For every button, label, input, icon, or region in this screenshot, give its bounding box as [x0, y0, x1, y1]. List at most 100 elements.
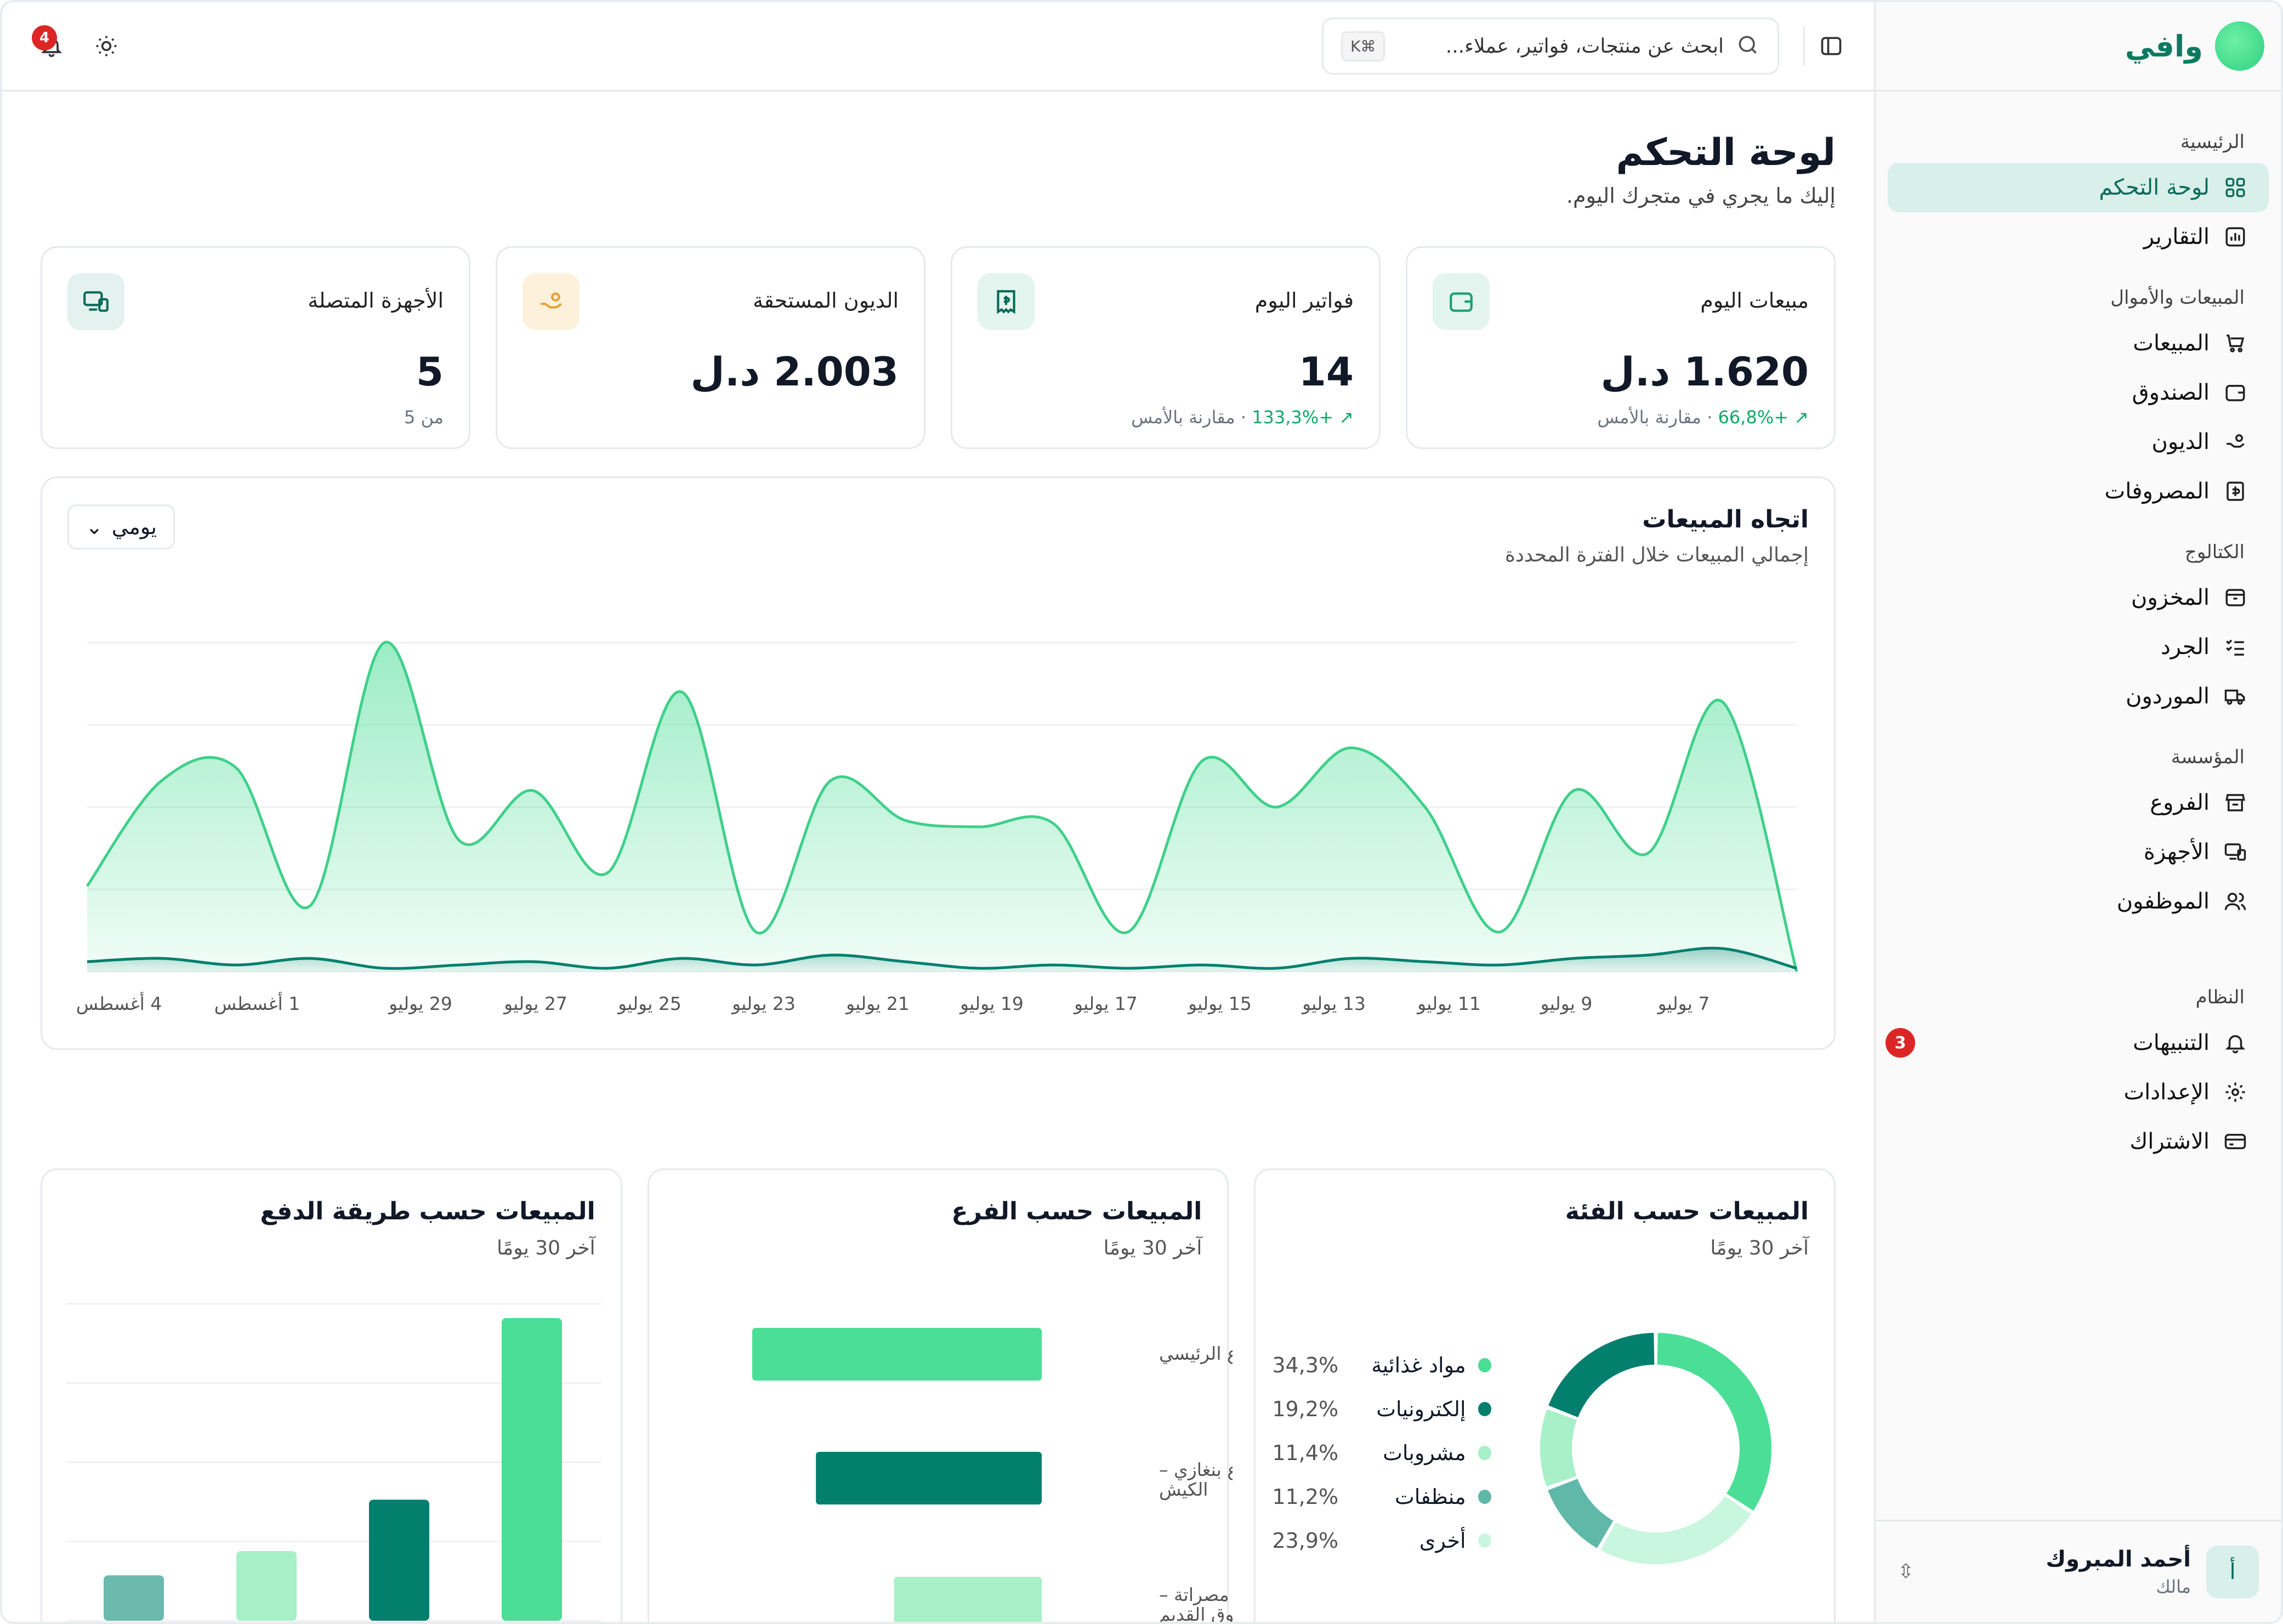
sidebar-item-notifications[interactable]: التنبيهات 3 [1886, 1018, 2269, 1067]
x-tick-label: 11 يوليو [1416, 993, 1481, 1014]
kpi-label: الأجهزة المتصلة [308, 288, 444, 313]
sidebar-item-label: المصروفات [2104, 479, 2210, 504]
sidebar-item-branches[interactable]: الفروع [1888, 778, 2269, 827]
kpi-note: ↗ +66,8% · مقارنة بالأمس [1597, 407, 1809, 428]
brand-logo [2215, 21, 2264, 71]
kpi-value: 14 [1298, 349, 1354, 395]
sidebar-item-label: الإعدادات [2123, 1080, 2210, 1105]
sidebar-item-debts[interactable]: الديون [1888, 417, 2269, 467]
x-tick-label: 25 يوليو [617, 993, 682, 1014]
kpi-card-connected-devices[interactable]: الأجهزة المتصلة 5 من 5 [41, 246, 470, 449]
sidebar-item-label: الاشتراك [2129, 1129, 2210, 1154]
sales-trend-chart: 4 أغسطس 1 أغسطس 29 يوليو 27 يوليو 25 يوليو 23… [76, 640, 1798, 1014]
checklist-icon [2224, 635, 2247, 658]
legend-dot [1478, 1358, 1492, 1372]
sidebar-item-employees[interactable]: الموظفون [1888, 877, 2269, 926]
chevron-up-down-icon[interactable]: ⇳ [1898, 1560, 1915, 1583]
sidebar-toggle-icon[interactable] [1816, 31, 1847, 61]
bell-icon [2224, 1031, 2247, 1054]
branch-bar [752, 1328, 1042, 1381]
x-tick-label: 29 يوليو [388, 993, 452, 1014]
x-tick-label: 23 يوليو [731, 993, 796, 1014]
kpi-card-outstanding-debts[interactable]: الديون المستحقة 2.003 د.ل [496, 246, 925, 449]
kpi-value: 2.003 د.ل [690, 349, 899, 395]
top-header: ابحث عن منتجات، فواتير، عملاء... ⌘K 4 [2, 2, 1874, 92]
x-tick-label: 27 يوليو [503, 993, 567, 1014]
gear-icon [2224, 1081, 2247, 1104]
category-donut-chart [1540, 1333, 1772, 1564]
search-bar[interactable]: ابحث عن منتجات، فواتير، عملاء... ⌘K [1322, 18, 1779, 75]
page-subtitle: إليك ما يجري في متجرك اليوم. [1566, 184, 1836, 208]
card-subtitle: إجمالي المبيعات خلال الفترة المحددة [1505, 544, 1809, 566]
legend-label: منظفات [1394, 1485, 1466, 1509]
nav-section-title: الكتالوج [2184, 541, 2245, 563]
payment-bar [368, 1500, 429, 1621]
nav-section-title: النظام [2195, 986, 2245, 1008]
card-subtitle: آخر 30 يومًا [496, 1237, 595, 1259]
kpi-value: 5 [416, 349, 444, 395]
sidebar-item-settings[interactable]: الإعدادات [1888, 1067, 2269, 1117]
card-title: المبيعات حسب طريقة الدفع [260, 1197, 595, 1225]
period-select[interactable]: يومي ⌄ [67, 504, 175, 549]
donut-slice [1548, 1479, 1614, 1548]
sales-area [87, 642, 1797, 972]
brand[interactable]: وافي [1876, 2, 2281, 92]
sidebar-item-label: الجرد [2160, 634, 2210, 660]
legend-label: إلكترونيات [1376, 1397, 1466, 1421]
legend-dot [1478, 1446, 1492, 1460]
card-subtitle: آخر 30 يومًا [1103, 1237, 1202, 1259]
expense-icon [2224, 480, 2247, 503]
kpi-card-today-sales[interactable]: مبيعات اليوم 1.620 د.ل ↗ +66,8% · مقارنة… [1406, 246, 1836, 449]
trend-up-icon: ↗ [1333, 407, 1354, 428]
sidebar-item-devices[interactable]: الأجهزة [1888, 827, 2269, 877]
bell-icon[interactable]: 4 [30, 24, 73, 68]
legend-value: 19,2% [1272, 1397, 1339, 1421]
sidebar-item-expenses[interactable]: المصروفات [1888, 467, 2269, 516]
kpi-card-today-invoices[interactable]: فواتير اليوم 14 ↗ +133,3% · مقارنة بالأم… [951, 246, 1381, 449]
sidebar-item-cashbox[interactable]: الصندوق [1888, 368, 2269, 417]
nav-section-title: الرئيسية [2180, 131, 2245, 153]
sidebar: وافي الرئيسية لوحة التحكم التقارير المبي… [1874, 2, 2281, 1622]
kpi-label: فواتير اليوم [1254, 288, 1354, 313]
sidebar-item-label: الموظفون [2116, 889, 2210, 914]
legend-item: مواد غذائية 34,3% [1272, 1343, 1492, 1387]
sidebar-item-sales[interactable]: المبيعات [1888, 319, 2269, 368]
nav-section-title: المؤسسة [2171, 746, 2245, 768]
sidebar-item-inventory[interactable]: المخزون [1888, 573, 2269, 622]
users-icon [2224, 890, 2247, 913]
kpi-comparison: · مقارنة بالأمس [1597, 407, 1713, 428]
legend-dot [1478, 1490, 1492, 1504]
user-menu[interactable]: أ أحمد المبروك مالك ⇳ [1876, 1520, 2281, 1622]
cart-icon [2224, 332, 2247, 355]
sidebar-item-label: التنبيهات [2133, 1030, 2210, 1055]
cashbox-icon [2224, 381, 2247, 404]
sidebar-item-subscription[interactable]: الاشتراك [1888, 1117, 2269, 1166]
period-value: يومي [111, 515, 157, 539]
legend-label: أخرى [1419, 1529, 1466, 1553]
x-tick-label: 4 أغسطس [76, 992, 162, 1014]
debt-icon [2224, 430, 2247, 453]
devices-icon [67, 273, 124, 330]
divider [1803, 26, 1805, 66]
legend-item: أخرى 23,9% [1272, 1519, 1492, 1563]
sales-trend-card: 4 أغسطس 1 أغسطس 29 يوليو 27 يوليو 25 يوليو 23… [41, 476, 1836, 1050]
main-content: لوحة التحكم إليك ما يجري في متجرك اليوم.… [2, 92, 1874, 1622]
payment-bar [501, 1318, 562, 1621]
kpi-comparison: · مقارنة بالأمس [1131, 407, 1247, 428]
sidebar-item-stocktake[interactable]: الجرد [1888, 622, 2269, 672]
notifications-badge: 3 [1886, 1028, 1915, 1058]
sidebar-item-dashboard[interactable]: لوحة التحكم [1888, 163, 2269, 212]
sidebar-item-reports[interactable]: التقارير [1888, 212, 2269, 262]
legend-value: 11,2% [1272, 1485, 1339, 1509]
sidebar-item-label: الفروع [2150, 790, 2210, 815]
search-input[interactable]: ابحث عن منتجات، فواتير، عملاء... [1445, 35, 1724, 58]
x-tick-label: 19 يوليو [959, 993, 1024, 1014]
user-info: أحمد المبروك مالك [2046, 1547, 2191, 1597]
x-tick-label: 17 يوليو [1073, 993, 1138, 1014]
devices-icon [2224, 841, 2247, 864]
sidebar-item-suppliers[interactable]: الموردون [1888, 672, 2269, 721]
card-title: المبيعات حسب الفرع [951, 1197, 1202, 1225]
truck-icon [2224, 685, 2247, 708]
branch-label: فرع بنغازي –الكيش [1159, 1459, 1233, 1500]
theme-toggle-icon[interactable] [84, 24, 128, 68]
